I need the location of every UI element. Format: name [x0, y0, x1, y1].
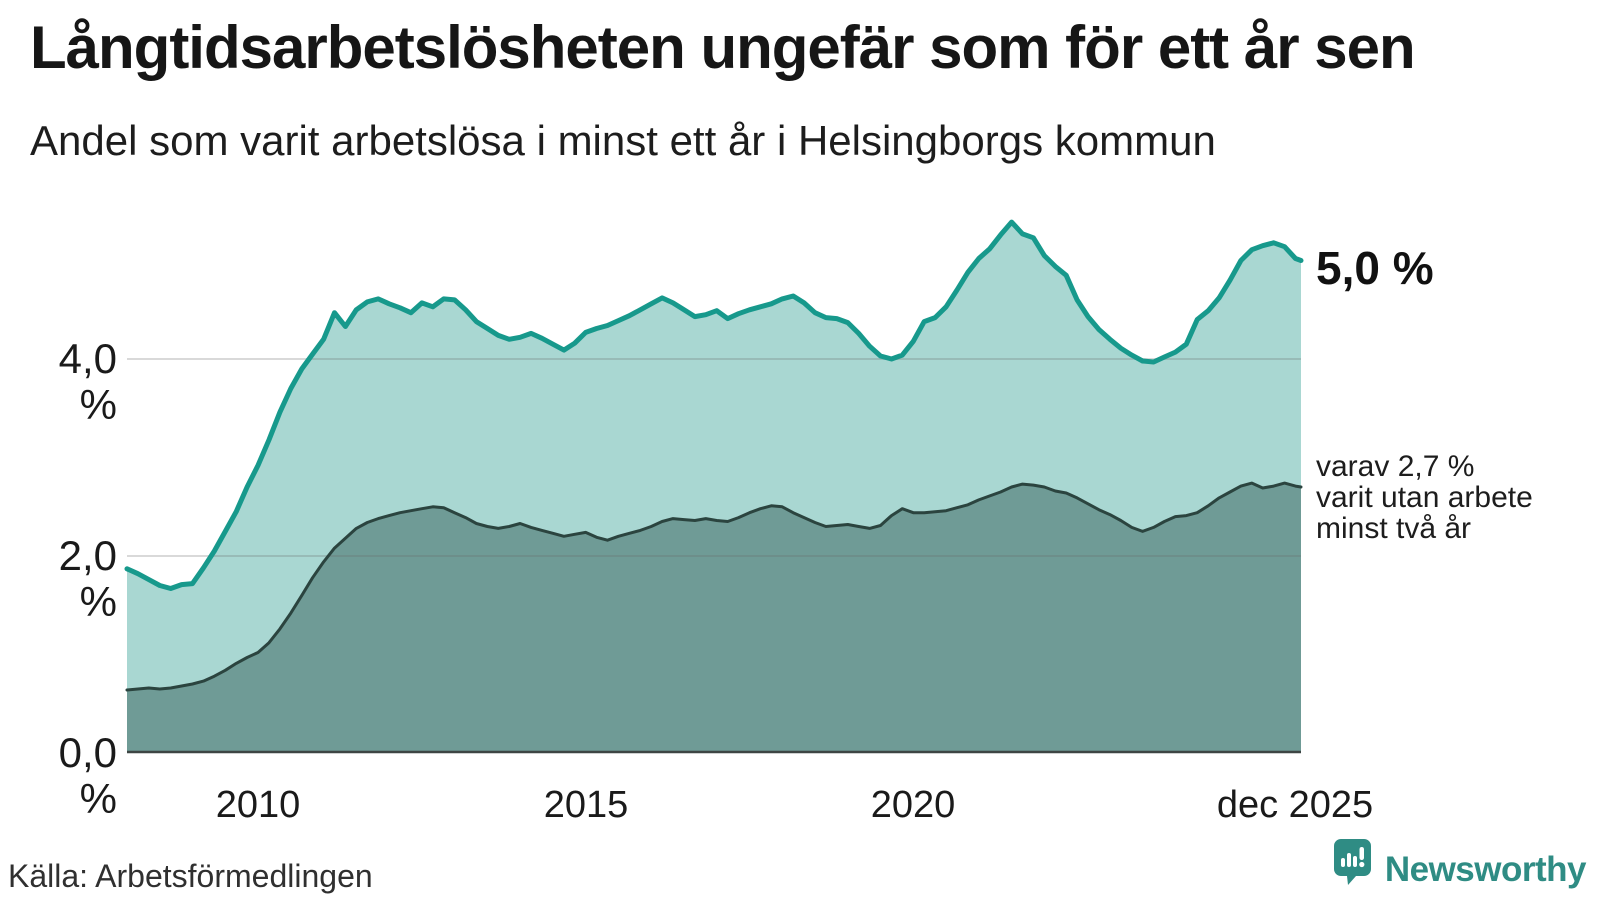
breakdown-line-2: varit utan arbete: [1316, 481, 1533, 514]
y-tick-label-2: 2,0 %: [58, 532, 117, 625]
x-tick-label-dec-2025: dec 2025: [1216, 784, 1374, 826]
y-tick-label-0: 0,0 %: [58, 729, 117, 822]
brand-name: Newsworthy: [1384, 850, 1587, 889]
newsworthy-icon: [1333, 839, 1371, 885]
y-tick-label-4: 4,0 %: [58, 335, 117, 428]
series-two-years-area: [127, 483, 1301, 753]
x-tick-label-2015: 2015: [543, 784, 629, 826]
breakdown-line-3: minst två år: [1316, 512, 1472, 545]
breakdown-annotation: varav 2,7 % varit utan arbete minst två …: [1316, 451, 1533, 544]
x-tick-label-2020: 2020: [870, 784, 956, 826]
page-subtitle: Andel som varit arbetslösa i minst ett å…: [30, 117, 1216, 164]
series-one-year-line: [124, 219, 1304, 591]
source-credit: Källa: Arbetsförmedlingen: [8, 858, 373, 894]
brand-logo: Newsworthy: [1333, 839, 1587, 900]
series-two-years-line: [125, 481, 1303, 692]
series-end-value-label: 5,0 %: [1316, 242, 1434, 294]
breakdown-line-1: varav 2,7 %: [1316, 450, 1475, 483]
page-title: Långtidsarbetslösheten ungefär som för e…: [30, 14, 1416, 81]
x-tick-label-2010: 2010: [215, 784, 301, 826]
